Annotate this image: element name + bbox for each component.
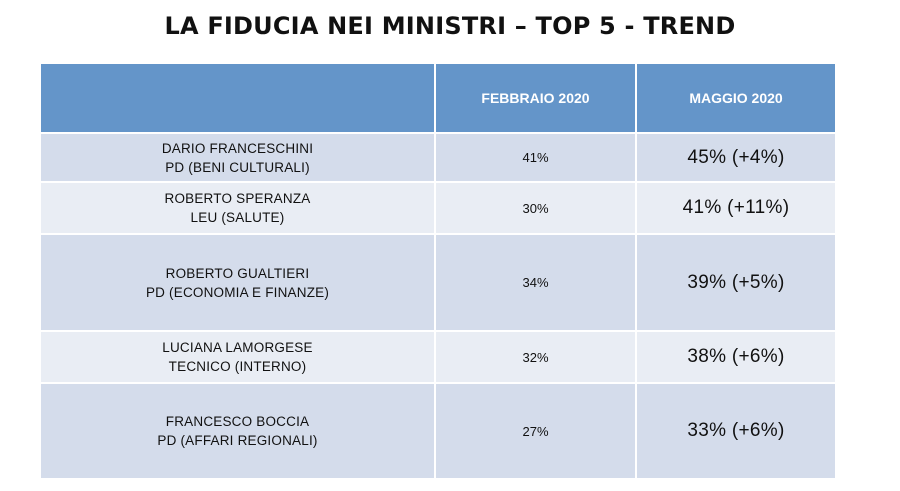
minister-name: LUCIANA LAMORGESE (162, 340, 313, 355)
minister-name: ROBERTO SPERANZA (164, 191, 311, 206)
minister-role: LEU (SALUTE) (190, 210, 285, 225)
feb-value: 30% (434, 181, 637, 235)
minister-name: ROBERTO GUALTIERI (165, 265, 310, 281)
minister-name: FRANCESCO BOCCIA (165, 414, 310, 429)
table-row: ROBERTO GUALTIERI PD (ECONOMIA E FINANZE… (39, 233, 837, 332)
may-value: 39% (+5%) (635, 233, 837, 332)
minister-cell: LUCIANA LAMORGESE TECNICO (INTERNO) (39, 330, 436, 384)
ministers-trust-table: FEBBRAIO 2020 MAGGIO 2020 DARIO FRANCESC… (39, 62, 837, 480)
feb-value: 34% (434, 233, 637, 332)
may-value: 41% (+11%) (635, 181, 837, 235)
minister-role: PD (AFFARI REGIONALI) (157, 433, 318, 448)
header-minister (39, 62, 436, 134)
may-value: 38% (+6%) (635, 330, 837, 384)
minister-cell: DARIO FRANCESCHINI PD (BENI CULTURALI) (39, 132, 436, 183)
table-row: LUCIANA LAMORGESE TECNICO (INTERNO) 32% … (39, 330, 837, 384)
minister-role: PD (ECONOMIA E FINANZE) (145, 284, 330, 300)
minister-cell: ROBERTO SPERANZA LEU (SALUTE) (39, 181, 436, 235)
may-value: 45% (+4%) (635, 132, 837, 183)
minister-role: PD (BENI CULTURALI) (165, 159, 310, 175)
minister-cell: ROBERTO GUALTIERI PD (ECONOMIA E FINANZE… (39, 233, 436, 332)
table-header-row: FEBBRAIO 2020 MAGGIO 2020 (39, 62, 837, 134)
feb-value: 32% (434, 330, 637, 384)
minister-role: TECNICO (INTERNO) (168, 359, 307, 374)
table-row: ROBERTO SPERANZA LEU (SALUTE) 30% 41% (+… (39, 181, 837, 235)
feb-value: 41% (434, 132, 637, 183)
table-row: FRANCESCO BOCCIA PD (AFFARI REGIONALI) 2… (39, 382, 837, 480)
minister-name: DARIO FRANCESCHINI (161, 140, 314, 156)
header-feb-2020: FEBBRAIO 2020 (434, 62, 637, 134)
feb-value: 27% (434, 382, 637, 480)
table-row: DARIO FRANCESCHINI PD (BENI CULTURALI) 4… (39, 132, 837, 183)
may-value: 33% (+6%) (635, 382, 837, 480)
minister-cell: FRANCESCO BOCCIA PD (AFFARI REGIONALI) (39, 382, 436, 480)
page-title: LA FIDUCIA NEI MINISTRI – TOP 5 - TREND (164, 12, 736, 40)
header-may-2020: MAGGIO 2020 (635, 62, 837, 134)
